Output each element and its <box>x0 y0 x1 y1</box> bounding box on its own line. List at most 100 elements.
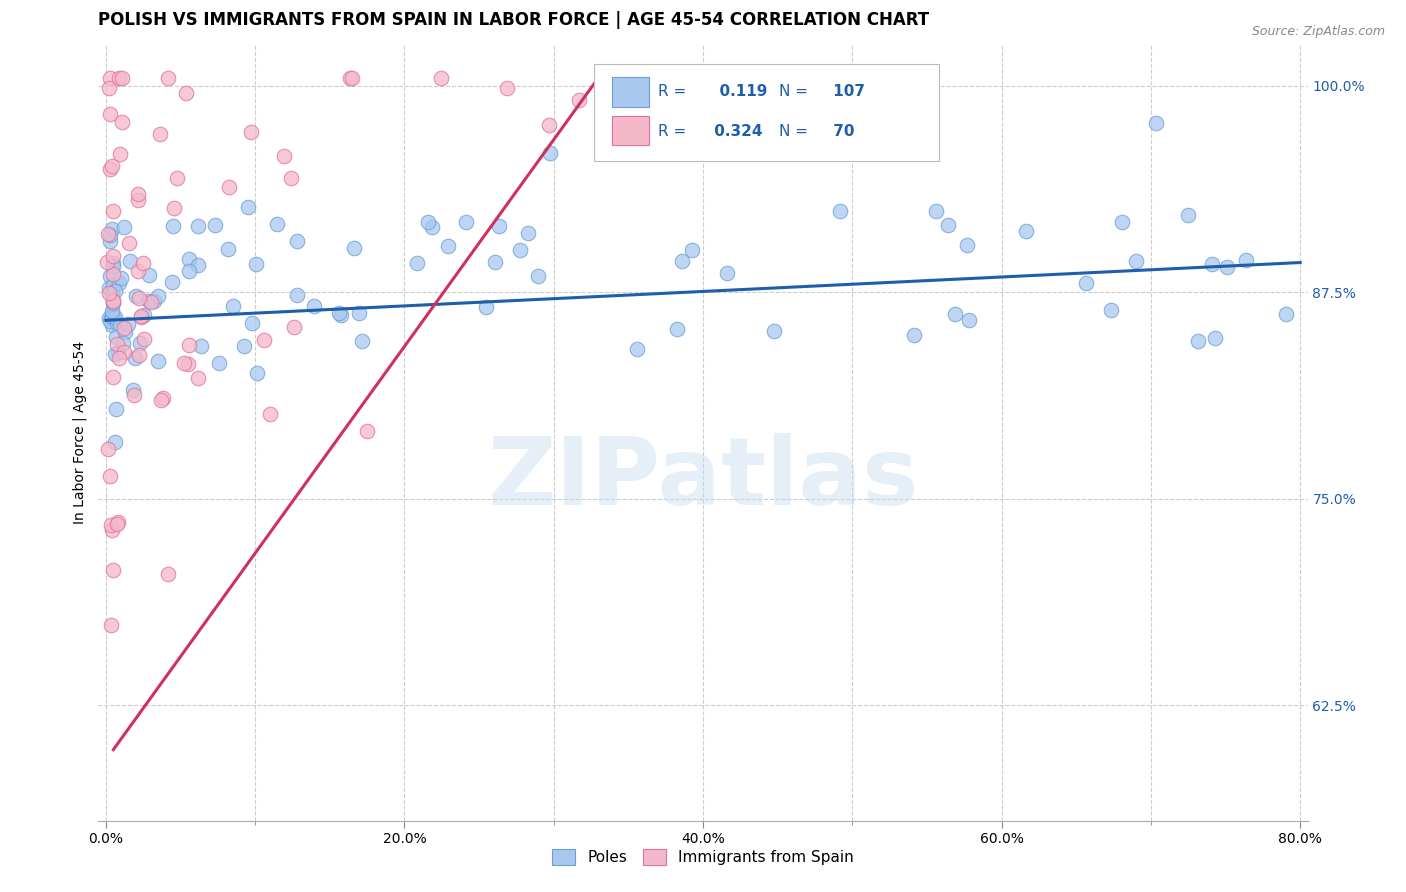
Point <box>101 309 124 323</box>
Point <box>98 80 121 95</box>
Point <box>100 303 122 318</box>
Point <box>108 351 131 365</box>
Point <box>957 312 980 326</box>
Point <box>127 264 149 278</box>
Point <box>112 220 135 235</box>
Point <box>129 309 152 323</box>
Point <box>173 356 195 370</box>
Point <box>943 307 966 321</box>
Point <box>925 203 948 218</box>
Point <box>304 299 326 313</box>
Point <box>273 149 295 163</box>
Point <box>496 81 519 95</box>
Text: 107: 107 <box>828 85 865 99</box>
Point <box>280 171 302 186</box>
Point <box>956 238 979 252</box>
Point <box>330 308 353 322</box>
Text: 0.119: 0.119 <box>709 85 768 99</box>
Point <box>104 329 127 343</box>
Point <box>114 325 136 339</box>
Point <box>207 356 229 370</box>
Point <box>101 160 124 174</box>
Text: N =: N = <box>779 85 808 99</box>
Point <box>285 234 308 248</box>
Point <box>222 300 245 314</box>
Point <box>129 310 152 325</box>
Point <box>138 268 160 283</box>
Point <box>266 218 288 232</box>
Y-axis label: In Labor Force | Age 45-54: In Labor Force | Age 45-54 <box>73 341 87 524</box>
Text: POLISH VS IMMIGRANTS FROM SPAIN IN LABOR FORCE | AGE 45-54 CORRELATION CHART: POLISH VS IMMIGRANTS FROM SPAIN IN LABOR… <box>98 12 929 29</box>
Point <box>101 249 124 263</box>
Point <box>259 407 281 421</box>
Point <box>107 344 129 359</box>
Point <box>101 267 124 281</box>
Point <box>484 254 506 268</box>
Point <box>128 291 150 305</box>
Point <box>903 328 925 343</box>
Point <box>456 214 478 228</box>
Point <box>104 347 127 361</box>
Point <box>127 186 149 201</box>
Point <box>1111 215 1133 229</box>
Point <box>509 243 531 257</box>
Point <box>163 201 186 215</box>
Point <box>101 293 124 308</box>
Point <box>436 239 458 253</box>
Point <box>104 401 127 416</box>
Point <box>117 317 139 331</box>
Text: R =: R = <box>658 124 686 139</box>
Point <box>98 227 121 242</box>
Point <box>671 253 693 268</box>
Point <box>239 125 262 139</box>
Point <box>112 344 135 359</box>
Point <box>1076 276 1098 290</box>
FancyBboxPatch shape <box>595 64 939 161</box>
Point <box>253 333 276 347</box>
Point <box>124 388 146 402</box>
Point <box>101 293 124 308</box>
Text: N =: N = <box>779 124 808 139</box>
Point <box>179 264 201 278</box>
Point <box>132 308 155 322</box>
Point <box>98 268 121 283</box>
Point <box>420 220 443 235</box>
Point <box>160 275 183 289</box>
Text: R =: R = <box>658 85 686 99</box>
Point <box>98 107 121 121</box>
Point <box>157 567 180 582</box>
Point <box>104 435 127 450</box>
Point <box>1201 256 1223 270</box>
Point <box>100 222 122 236</box>
Point <box>98 162 121 177</box>
Point <box>132 255 155 269</box>
Point <box>1099 302 1122 317</box>
Point <box>100 518 122 533</box>
Point <box>128 348 150 362</box>
Point <box>101 563 124 577</box>
Point <box>406 255 429 269</box>
Point <box>101 285 124 300</box>
Point <box>105 316 128 330</box>
Point <box>537 118 560 132</box>
Point <box>101 255 124 269</box>
Point <box>112 335 135 350</box>
Point <box>98 286 121 301</box>
Point <box>125 289 148 303</box>
Point <box>105 336 128 351</box>
Legend: Poles, Immigrants from Spain: Poles, Immigrants from Spain <box>547 843 859 871</box>
Point <box>138 293 160 308</box>
Point <box>146 354 169 368</box>
Point <box>716 266 738 280</box>
Point <box>190 338 212 352</box>
Text: 70: 70 <box>828 124 853 139</box>
Point <box>654 70 676 85</box>
Point <box>108 146 131 161</box>
Point <box>516 226 538 240</box>
Point <box>101 296 124 310</box>
Point <box>232 339 254 353</box>
Point <box>340 70 363 85</box>
Point <box>285 288 308 302</box>
Point <box>162 219 184 233</box>
Point <box>117 235 139 250</box>
